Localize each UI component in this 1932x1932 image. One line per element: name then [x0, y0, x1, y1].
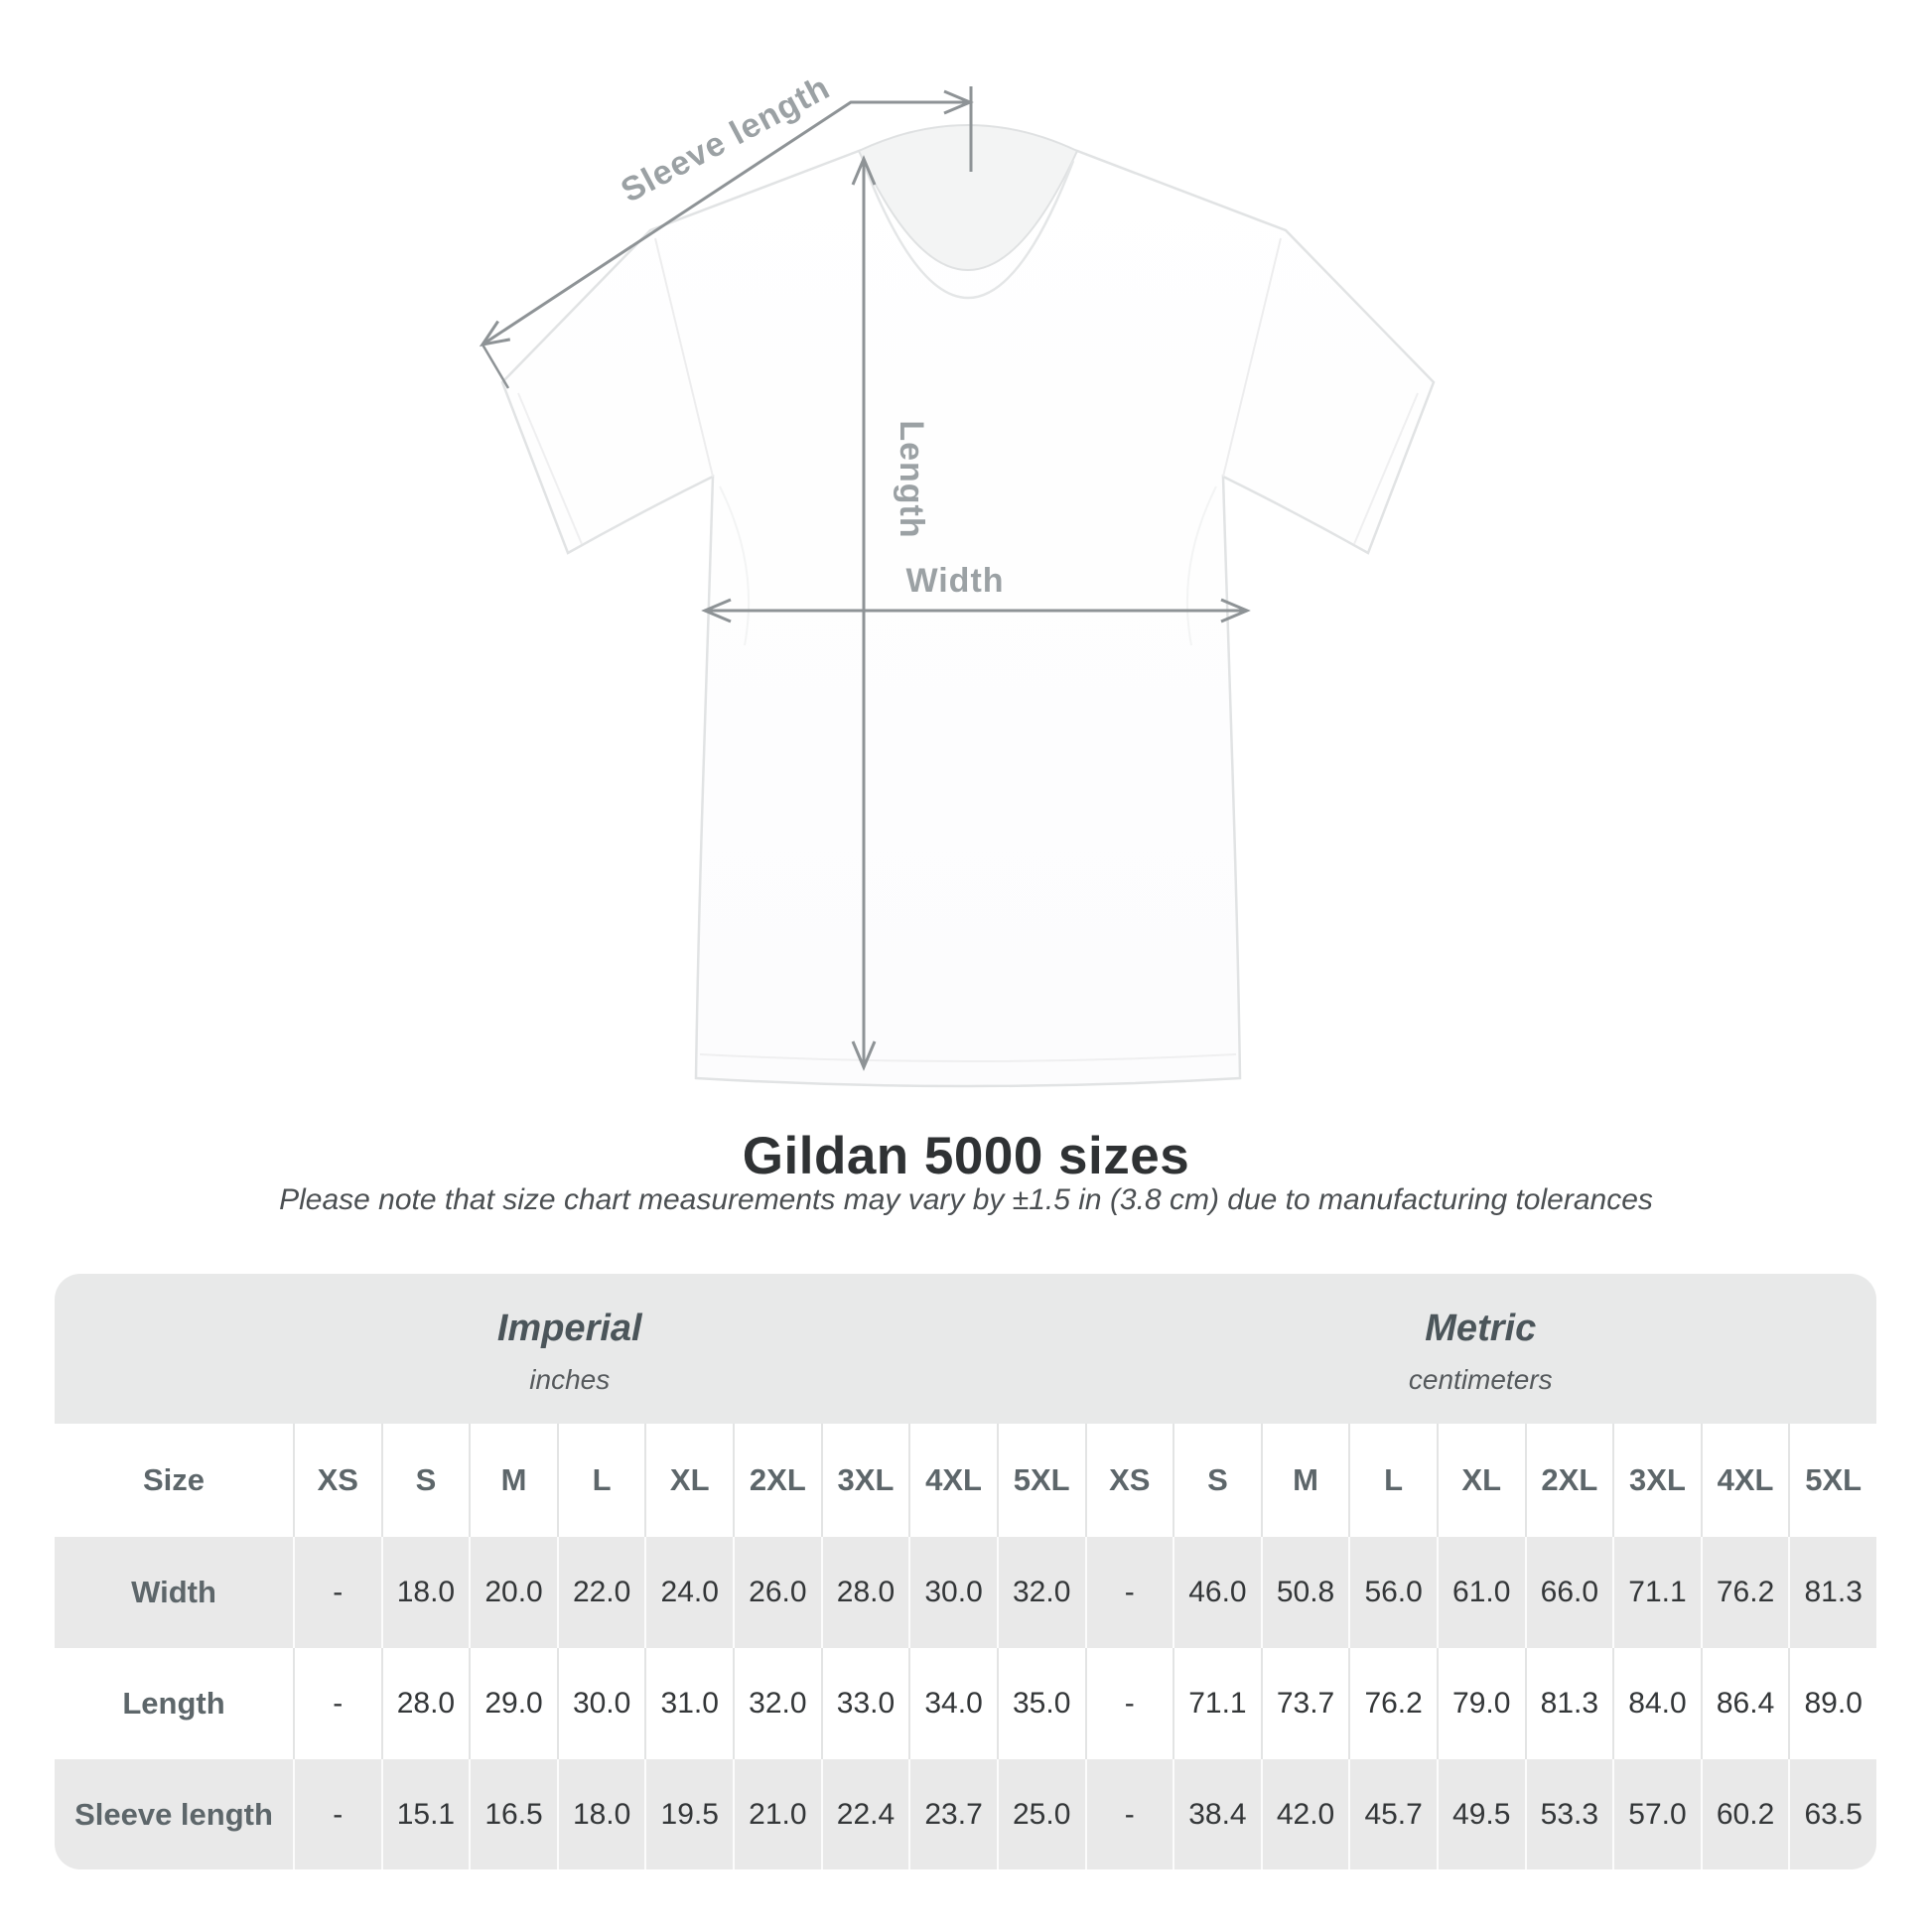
- unit-group-units: centimeters: [1408, 1364, 1553, 1395]
- row-label: Width: [55, 1537, 293, 1648]
- tolerance-note: Please note that size chart measurements…: [279, 1183, 1653, 1216]
- value-cell-imperial: 16.5: [469, 1759, 557, 1869]
- size-column-header: Size: [55, 1424, 293, 1537]
- length-label: Length: [893, 420, 930, 538]
- value-cell-imperial: 32.0: [733, 1648, 821, 1759]
- value-cell-metric: 81.3: [1788, 1537, 1876, 1648]
- size-header-cell: 5XL: [996, 1424, 1085, 1537]
- size-header-cell: XS: [293, 1424, 381, 1537]
- value-cell-imperial: 30.0: [908, 1537, 997, 1648]
- value-cell-imperial: 23.7: [908, 1759, 997, 1869]
- value-cell-metric: 60.2: [1700, 1759, 1789, 1869]
- value-cell-metric: 86.4: [1700, 1648, 1789, 1759]
- unit-group-label: Metric: [1425, 1308, 1537, 1349]
- size-header-cell: L: [1348, 1424, 1437, 1537]
- row-label: Sleeve length: [55, 1759, 293, 1869]
- value-cell-metric: 79.0: [1436, 1648, 1525, 1759]
- value-cell-metric: 46.0: [1173, 1537, 1261, 1648]
- size-header-cell: S: [380, 1424, 470, 1537]
- size-header-cell: 3XL: [1612, 1424, 1701, 1537]
- value-cell-metric: 71.1: [1173, 1648, 1261, 1759]
- size-header-cell: 5XL: [1788, 1424, 1876, 1537]
- value-cell-imperial: 34.0: [908, 1648, 997, 1759]
- page-title: Gildan 5000 sizes: [742, 1127, 1190, 1185]
- size-header-cell: 4XL: [1700, 1424, 1789, 1537]
- size-header-cell: S: [1173, 1424, 1261, 1537]
- value-cell-imperial: -: [293, 1648, 381, 1759]
- value-cell-metric: 57.0: [1612, 1759, 1701, 1869]
- width-label: Width: [905, 562, 1004, 600]
- value-cell-imperial: 19.5: [644, 1759, 734, 1869]
- value-cell-metric: 76.2: [1348, 1648, 1437, 1759]
- value-cell-metric: 45.7: [1348, 1759, 1437, 1869]
- value-cell-metric: 56.0: [1348, 1537, 1437, 1648]
- value-cell-imperial: 33.0: [820, 1648, 909, 1759]
- value-cell-metric: 50.8: [1260, 1537, 1349, 1648]
- value-cell-imperial: 24.0: [644, 1537, 734, 1648]
- value-cell-imperial: 20.0: [469, 1537, 557, 1648]
- unit-group-imperial: Imperial inches: [55, 1274, 1085, 1424]
- size-table: Imperial inches Metric centimeters Size XS S M L…: [55, 1274, 1876, 1869]
- sleeve-length-arrow: [479, 86, 974, 389]
- value-cell-metric: 89.0: [1788, 1648, 1876, 1759]
- value-cell-imperial: 21.0: [733, 1759, 821, 1869]
- size-header-cell: XS: [1084, 1424, 1173, 1537]
- value-cell-imperial: -: [293, 1759, 381, 1869]
- value-cell-metric: 63.5: [1788, 1759, 1876, 1869]
- value-cell-imperial: 18.0: [380, 1537, 470, 1648]
- value-cell-imperial: 31.0: [644, 1648, 734, 1759]
- tshirt-graphic: [500, 124, 1436, 1088]
- unit-group-units: inches: [529, 1364, 611, 1395]
- value-cell-imperial: 35.0: [996, 1648, 1085, 1759]
- size-table-grid: Imperial inches Metric centimeters Size XS S M L…: [55, 1274, 1876, 1869]
- value-cell-imperial: 30.0: [556, 1648, 645, 1759]
- size-header-cell: L: [556, 1424, 645, 1537]
- value-cell-imperial: 28.0: [380, 1648, 470, 1759]
- value-cell-metric: 53.3: [1524, 1759, 1613, 1869]
- size-header-cell: 4XL: [908, 1424, 997, 1537]
- value-cell-metric: 42.0: [1260, 1759, 1349, 1869]
- value-cell-metric: 49.5: [1436, 1759, 1525, 1869]
- value-cell-imperial: 32.0: [996, 1537, 1085, 1648]
- unit-group-metric: Metric centimeters: [1084, 1274, 1876, 1424]
- value-cell-imperial: 28.0: [820, 1537, 909, 1648]
- row-label: Length: [55, 1648, 293, 1759]
- value-cell-metric: 66.0: [1524, 1537, 1613, 1648]
- size-header-cell: 2XL: [733, 1424, 821, 1537]
- value-cell-imperial: 15.1: [380, 1759, 470, 1869]
- value-cell-imperial: -: [293, 1537, 381, 1648]
- size-header-cell: 3XL: [820, 1424, 909, 1537]
- value-cell-metric: -: [1084, 1759, 1173, 1869]
- value-cell-metric: 76.2: [1700, 1537, 1789, 1648]
- unit-group-label: Imperial: [496, 1308, 642, 1349]
- value-cell-metric: 81.3: [1524, 1648, 1613, 1759]
- value-cell-imperial: 22.4: [820, 1759, 909, 1869]
- size-header-cell: M: [469, 1424, 557, 1537]
- size-header-cell: XL: [644, 1424, 734, 1537]
- value-cell-metric: 71.1: [1612, 1537, 1701, 1648]
- value-cell-metric: -: [1084, 1648, 1173, 1759]
- tshirt-measurement-diagram: Sleeve length Length Width: [479, 69, 1436, 1088]
- value-cell-metric: 84.0: [1612, 1648, 1701, 1759]
- value-cell-metric: 61.0: [1436, 1537, 1525, 1648]
- value-cell-metric: -: [1084, 1537, 1173, 1648]
- value-cell-imperial: 22.0: [556, 1537, 645, 1648]
- value-cell-imperial: 18.0: [556, 1759, 645, 1869]
- value-cell-imperial: 26.0: [733, 1537, 821, 1648]
- size-header-cell: M: [1260, 1424, 1349, 1537]
- value-cell-metric: 73.7: [1260, 1648, 1349, 1759]
- size-header-cell: XL: [1436, 1424, 1525, 1537]
- value-cell-metric: 38.4: [1173, 1759, 1261, 1869]
- value-cell-imperial: 25.0: [996, 1759, 1085, 1869]
- size-header-cell: 2XL: [1524, 1424, 1613, 1537]
- value-cell-imperial: 29.0: [469, 1648, 557, 1759]
